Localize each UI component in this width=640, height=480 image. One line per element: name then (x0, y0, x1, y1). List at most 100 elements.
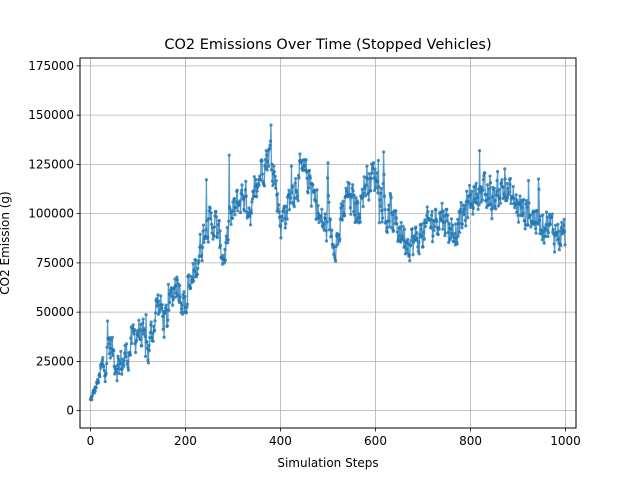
data-point (476, 196, 480, 200)
data-point (563, 229, 567, 234)
data-point (394, 216, 399, 220)
data-point (537, 218, 542, 222)
data-point (556, 222, 560, 226)
data-point (225, 225, 229, 230)
data-point (492, 186, 496, 190)
data-point (344, 189, 349, 193)
data-point (274, 178, 278, 183)
data-point (108, 336, 112, 340)
data-point (380, 209, 384, 213)
data-point (412, 234, 417, 238)
data-point (314, 199, 318, 203)
data-point (196, 266, 200, 271)
data-point (257, 174, 262, 178)
data-point (307, 186, 311, 190)
data-point (99, 366, 103, 370)
data-point (559, 244, 563, 248)
data-point (380, 220, 384, 224)
data-point (462, 207, 466, 211)
data-point (109, 338, 113, 342)
data-point (191, 279, 196, 283)
data-point (263, 157, 267, 162)
data-point (545, 215, 550, 219)
data-point (315, 188, 319, 192)
data-point (258, 178, 263, 182)
data-point (101, 355, 105, 360)
data-point (526, 178, 531, 183)
data-point (294, 176, 298, 181)
data-point (548, 222, 552, 227)
data-point (298, 152, 302, 156)
data-point (449, 227, 453, 231)
data-point (414, 225, 418, 229)
data-point (161, 314, 165, 318)
data-point (196, 261, 200, 265)
data-point (525, 205, 529, 209)
data-point (503, 177, 507, 181)
data-point (204, 228, 208, 232)
data-point (178, 295, 182, 299)
data-point (260, 172, 265, 176)
data-point (241, 197, 246, 201)
data-point (495, 190, 499, 194)
data-point (141, 317, 145, 321)
data-point (126, 366, 130, 370)
data-point (395, 230, 399, 234)
data-point (277, 210, 281, 214)
x-axis-ticks: 0 200 400 600 800 1000 (87, 428, 581, 448)
data-point (524, 199, 529, 203)
data-point (454, 222, 458, 226)
data-point (169, 291, 173, 295)
data-point (268, 143, 272, 147)
data-point (109, 346, 113, 351)
data-point (155, 304, 159, 308)
data-point (276, 192, 280, 196)
data-point (244, 179, 248, 183)
data-point (243, 188, 247, 192)
data-point (115, 363, 120, 367)
data-point (142, 332, 146, 336)
y-tick-label: 125000 (28, 157, 74, 171)
data-point (430, 240, 435, 244)
data-point (209, 211, 213, 215)
data-point (381, 216, 385, 220)
data-point (526, 223, 530, 227)
data-point (189, 286, 193, 290)
data-point (544, 222, 548, 227)
data-point (458, 210, 462, 214)
data-point (132, 332, 136, 336)
data-point (125, 362, 129, 366)
data-point (476, 207, 480, 212)
data-point (306, 191, 310, 195)
data-point (470, 189, 474, 193)
data-point (121, 361, 125, 366)
data-point (451, 223, 455, 227)
data-point (111, 353, 115, 358)
data-point (212, 234, 216, 238)
data-point (239, 188, 244, 193)
data-point (152, 324, 156, 328)
data-point (279, 236, 283, 240)
data-point (364, 183, 368, 187)
data-point (385, 230, 389, 235)
x-tick-label: 1000 (550, 434, 581, 448)
data-point (297, 176, 301, 180)
x-tick-label: 800 (459, 434, 482, 448)
data-point (154, 297, 159, 301)
data-point (269, 168, 274, 172)
data-point (408, 259, 412, 263)
data-point (487, 187, 491, 191)
data-point (288, 196, 293, 200)
data-point (425, 213, 429, 218)
data-point (350, 195, 354, 199)
data-point (268, 139, 273, 143)
data-point (514, 193, 518, 197)
data-point (322, 222, 326, 226)
data-point (395, 222, 399, 226)
data-point (462, 212, 466, 217)
data-point (494, 207, 498, 211)
data-point (458, 231, 462, 235)
data-point (184, 310, 189, 314)
data-point (287, 208, 292, 212)
